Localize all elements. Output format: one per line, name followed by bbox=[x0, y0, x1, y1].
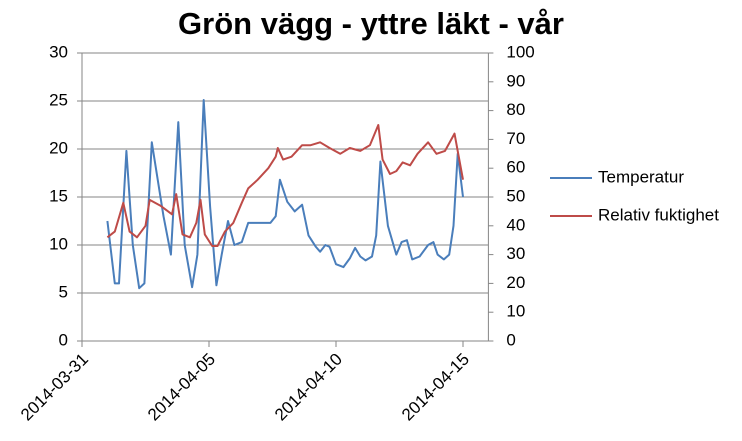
y-tick-label: 30 bbox=[49, 42, 68, 61]
y2-tick-label: 70 bbox=[506, 129, 525, 148]
y2-tick-label: 0 bbox=[506, 330, 515, 349]
y2-tick-label: 60 bbox=[506, 158, 525, 177]
y2-tick-label: 40 bbox=[506, 215, 525, 234]
series-line bbox=[106, 99, 464, 290]
y2-tick-label: 100 bbox=[506, 42, 534, 61]
y2-tick-label: 80 bbox=[506, 100, 525, 119]
x-tick-label: 2014-04-10 bbox=[271, 350, 346, 425]
legend-label: Relativ fuktighet bbox=[598, 205, 719, 224]
y-tick-label: 15 bbox=[49, 186, 68, 205]
y2-tick-label: 90 bbox=[506, 71, 525, 90]
legend-label: Temperatur bbox=[598, 167, 684, 186]
y-tick-label: 5 bbox=[59, 282, 68, 301]
x-tick-label: 2014-04-05 bbox=[144, 350, 219, 425]
y-tick-label: 20 bbox=[49, 138, 68, 157]
series-line bbox=[106, 124, 464, 247]
y2-tick-label: 30 bbox=[506, 244, 525, 263]
y-tick-label: 10 bbox=[49, 234, 68, 253]
x-tick-label: 2014-04-15 bbox=[398, 350, 473, 425]
y2-tick-label: 50 bbox=[506, 186, 525, 205]
x-tick-label: 2014-03-31 bbox=[17, 350, 92, 425]
y-tick-label: 25 bbox=[49, 90, 68, 109]
y2-tick-label: 20 bbox=[506, 273, 525, 292]
y-tick-label: 0 bbox=[59, 330, 68, 349]
chart-title: Grön vägg - yttre läkt - vår bbox=[178, 6, 564, 41]
y2-tick-label: 10 bbox=[506, 302, 525, 321]
